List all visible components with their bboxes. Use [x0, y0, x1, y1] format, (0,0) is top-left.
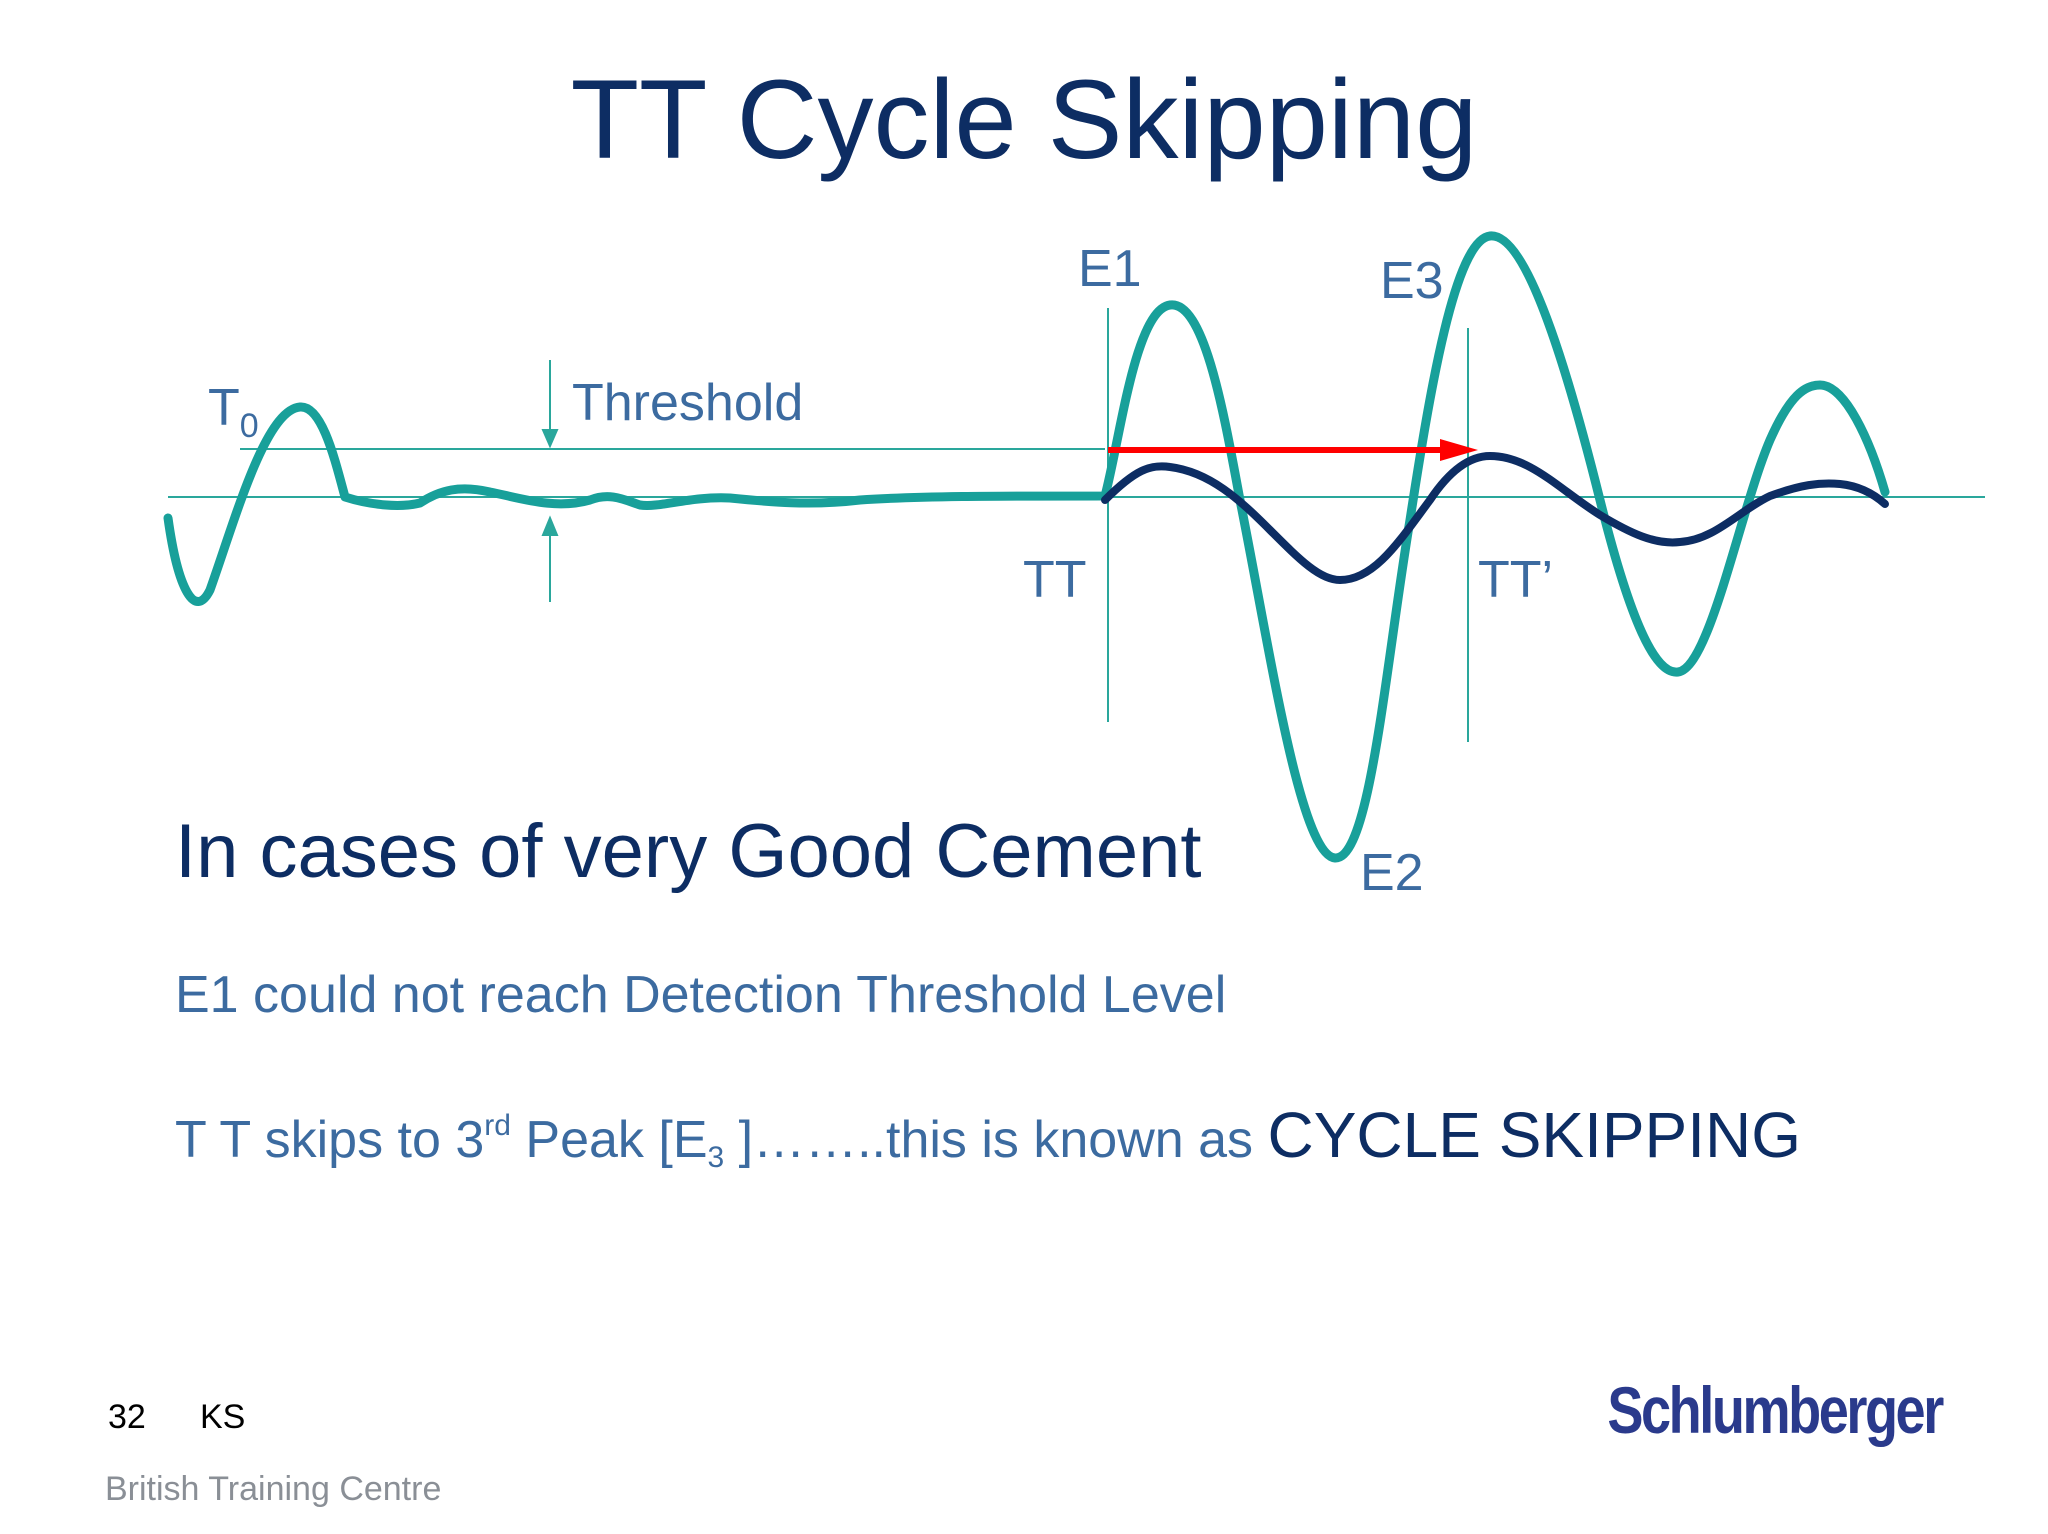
cycle-skipping-term: CYCLE SKIPPING — [1267, 1099, 1802, 1171]
explanation-line-2: T T skips to 3rd Peak [E3 ]……..this is k… — [175, 1099, 1802, 1174]
label-tt: TT — [1023, 551, 1087, 609]
page-number: 32 — [108, 1398, 146, 1436]
label-threshold: Threshold — [572, 374, 803, 432]
cycle-skip-arrow — [1108, 439, 1478, 461]
threshold-arrows — [541, 360, 559, 602]
label-t0: T0 — [208, 379, 259, 445]
navy-waveform — [1101, 452, 1889, 584]
organization-footer: British Training Centre — [105, 1470, 442, 1508]
label-e3: E3 — [1380, 252, 1444, 310]
slide-title: TT Cycle Skipping — [570, 57, 1478, 182]
schlumberger-logo: Schlumberger — [1607, 1373, 1945, 1447]
author-initials: KS — [200, 1398, 246, 1436]
section-heading: In cases of very Good Cement — [175, 809, 1202, 894]
teal-waveform — [163, 231, 1890, 863]
label-e1: E1 — [1078, 240, 1142, 298]
label-tt-prime: TT’ — [1478, 551, 1553, 609]
label-e2: E2 — [1360, 844, 1424, 902]
explanation-line-1: E1 could not reach Detection Threshold L… — [175, 966, 1227, 1024]
